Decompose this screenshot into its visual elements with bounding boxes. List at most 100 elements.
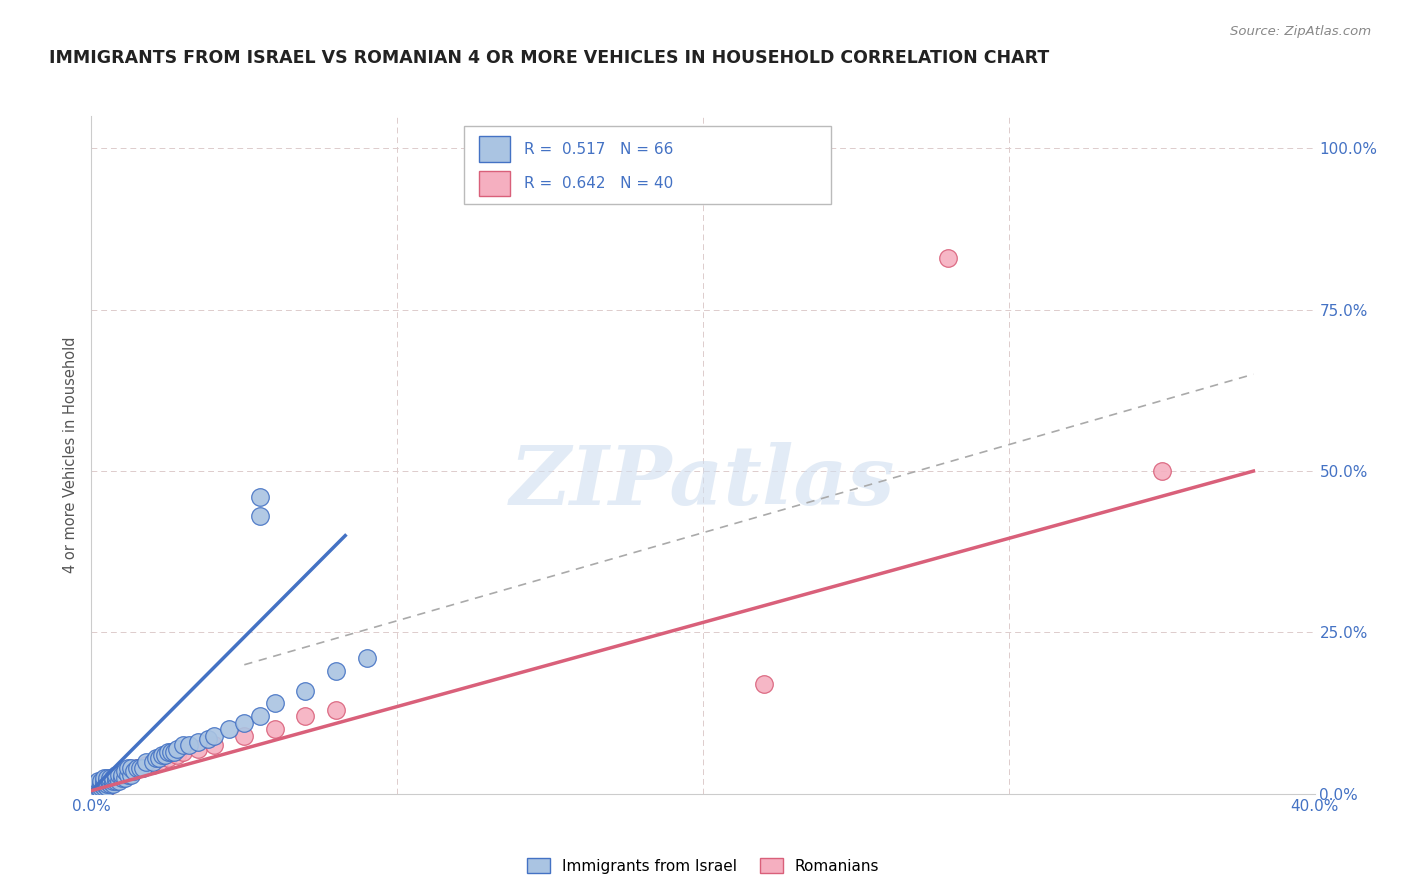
Point — [129, 761, 152, 775]
Point — [135, 757, 157, 772]
Point — [120, 761, 142, 775]
Point — [197, 731, 219, 746]
Point — [936, 251, 959, 265]
Point — [111, 771, 134, 785]
Point — [96, 774, 118, 789]
Point — [101, 774, 124, 789]
Point — [98, 774, 121, 789]
Text: R =  0.642   N = 40: R = 0.642 N = 40 — [524, 176, 673, 191]
Point — [249, 490, 271, 504]
Point — [754, 677, 776, 691]
FancyBboxPatch shape — [479, 170, 510, 196]
Point — [83, 783, 105, 797]
Point — [90, 783, 112, 797]
Point — [202, 739, 225, 753]
Point — [156, 745, 179, 759]
Point — [160, 745, 183, 759]
Point — [86, 780, 108, 795]
Point — [104, 771, 127, 785]
Point — [98, 777, 121, 791]
Point — [96, 777, 118, 791]
Point — [90, 777, 112, 791]
Point — [1150, 464, 1173, 478]
Point — [325, 664, 347, 678]
Text: R =  0.517   N = 66: R = 0.517 N = 66 — [524, 142, 673, 157]
Point — [127, 761, 149, 775]
Point — [98, 777, 121, 791]
Point — [104, 774, 127, 789]
Point — [86, 783, 108, 797]
Point — [127, 761, 149, 775]
Point — [117, 767, 139, 781]
Point — [249, 709, 271, 723]
Point — [122, 764, 145, 779]
Point — [117, 767, 139, 781]
Point — [101, 774, 124, 789]
Point — [294, 683, 316, 698]
FancyBboxPatch shape — [464, 126, 831, 204]
Point — [104, 774, 127, 789]
Point — [233, 729, 256, 743]
Point — [114, 764, 136, 779]
Text: IMMIGRANTS FROM ISRAEL VS ROMANIAN 4 OR MORE VEHICLES IN HOUSEHOLD CORRELATION C: IMMIGRANTS FROM ISRAEL VS ROMANIAN 4 OR … — [49, 49, 1049, 67]
Point — [166, 741, 188, 756]
Point — [101, 771, 124, 785]
Point — [83, 780, 105, 795]
Point — [163, 745, 186, 759]
Point — [108, 774, 131, 789]
Point — [96, 771, 118, 785]
Point — [325, 703, 347, 717]
Point — [101, 777, 124, 791]
Point — [90, 780, 112, 795]
Point — [120, 764, 142, 779]
Point — [172, 739, 194, 753]
Point — [93, 774, 115, 789]
Point — [86, 783, 108, 797]
Point — [93, 777, 115, 791]
Point — [96, 777, 118, 791]
Point — [96, 780, 118, 795]
Point — [356, 651, 378, 665]
Point — [101, 771, 124, 785]
Point — [218, 723, 240, 737]
Point — [153, 748, 176, 763]
Point — [249, 509, 271, 524]
Point — [294, 709, 316, 723]
Point — [148, 751, 170, 765]
Point — [83, 777, 105, 791]
Point — [122, 764, 145, 779]
Point — [90, 783, 112, 797]
Point — [166, 748, 188, 763]
Point — [86, 774, 108, 789]
Point — [90, 777, 112, 791]
Point — [187, 741, 209, 756]
Point — [264, 697, 287, 711]
Point — [111, 771, 134, 785]
Point — [108, 767, 131, 781]
Point — [98, 771, 121, 785]
Point — [172, 745, 194, 759]
Point — [104, 767, 127, 781]
Point — [202, 729, 225, 743]
Y-axis label: 4 or more Vehicles in Household: 4 or more Vehicles in Household — [63, 336, 79, 574]
Point — [86, 777, 108, 791]
Point — [108, 771, 131, 785]
Point — [156, 751, 179, 765]
Point — [86, 780, 108, 795]
FancyBboxPatch shape — [479, 136, 510, 162]
Point — [129, 761, 152, 775]
Point — [120, 767, 142, 781]
Point — [98, 774, 121, 789]
Point — [187, 735, 209, 749]
Point — [93, 777, 115, 791]
Point — [104, 771, 127, 785]
Point — [233, 715, 256, 730]
Point — [132, 761, 155, 775]
Point — [117, 761, 139, 775]
Legend: Immigrants from Israel, Romanians: Immigrants from Israel, Romanians — [520, 852, 886, 880]
Point — [93, 774, 115, 789]
Point — [90, 780, 112, 795]
Point — [96, 774, 118, 789]
Point — [114, 771, 136, 785]
Point — [96, 780, 118, 795]
